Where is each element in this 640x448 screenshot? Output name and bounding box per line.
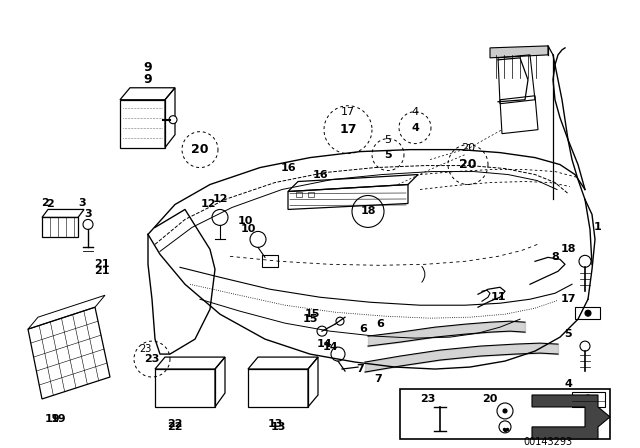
Text: 23: 23 bbox=[139, 344, 151, 354]
Polygon shape bbox=[532, 395, 610, 439]
Text: 19: 19 bbox=[44, 414, 60, 424]
Text: 8: 8 bbox=[551, 252, 559, 263]
Text: 17: 17 bbox=[341, 107, 355, 117]
Text: 3: 3 bbox=[84, 210, 92, 220]
Text: 4: 4 bbox=[412, 107, 419, 117]
Text: 9: 9 bbox=[144, 61, 152, 74]
Text: 1: 1 bbox=[594, 222, 602, 233]
Text: 21: 21 bbox=[94, 259, 109, 269]
Text: 2: 2 bbox=[46, 199, 54, 210]
Circle shape bbox=[585, 310, 591, 316]
Text: 17: 17 bbox=[339, 123, 356, 136]
Text: 13: 13 bbox=[270, 422, 285, 432]
Text: 4: 4 bbox=[411, 123, 419, 133]
Text: 6: 6 bbox=[376, 319, 384, 329]
Text: 23: 23 bbox=[420, 394, 436, 404]
Text: 19: 19 bbox=[50, 414, 66, 424]
Text: 10: 10 bbox=[240, 224, 256, 234]
Text: 18: 18 bbox=[560, 244, 576, 254]
Text: 7: 7 bbox=[374, 374, 382, 384]
Text: 12: 12 bbox=[212, 194, 228, 204]
Text: 20: 20 bbox=[191, 143, 209, 156]
Text: 00143293: 00143293 bbox=[524, 437, 573, 447]
Text: 11: 11 bbox=[490, 292, 506, 302]
Text: 9: 9 bbox=[144, 73, 152, 86]
Circle shape bbox=[169, 116, 177, 124]
Text: 5: 5 bbox=[385, 135, 392, 145]
Text: 3: 3 bbox=[78, 198, 86, 208]
Text: 10: 10 bbox=[237, 216, 253, 226]
Text: 7: 7 bbox=[356, 364, 364, 374]
Text: 16: 16 bbox=[312, 169, 328, 180]
Text: 23: 23 bbox=[144, 354, 160, 364]
Text: 20: 20 bbox=[483, 394, 498, 404]
Text: 14: 14 bbox=[322, 342, 338, 352]
Text: 14: 14 bbox=[317, 339, 333, 349]
Text: 16: 16 bbox=[280, 163, 296, 172]
Text: 18: 18 bbox=[360, 207, 376, 216]
Text: 15: 15 bbox=[302, 314, 317, 324]
Circle shape bbox=[503, 409, 507, 413]
Text: 15: 15 bbox=[304, 309, 320, 319]
Text: 20: 20 bbox=[460, 158, 477, 171]
Text: 6: 6 bbox=[359, 324, 367, 334]
Text: 21: 21 bbox=[94, 266, 109, 276]
Text: 13: 13 bbox=[268, 419, 283, 429]
Text: 5: 5 bbox=[564, 329, 572, 339]
Text: 12: 12 bbox=[200, 199, 216, 210]
Text: 5: 5 bbox=[384, 150, 392, 159]
Text: 22: 22 bbox=[167, 419, 183, 429]
Polygon shape bbox=[490, 46, 548, 58]
Text: 17: 17 bbox=[560, 294, 576, 304]
Text: 4: 4 bbox=[564, 379, 572, 389]
Text: 20: 20 bbox=[461, 142, 475, 153]
Text: 2: 2 bbox=[41, 198, 49, 208]
Text: 22: 22 bbox=[167, 422, 183, 432]
